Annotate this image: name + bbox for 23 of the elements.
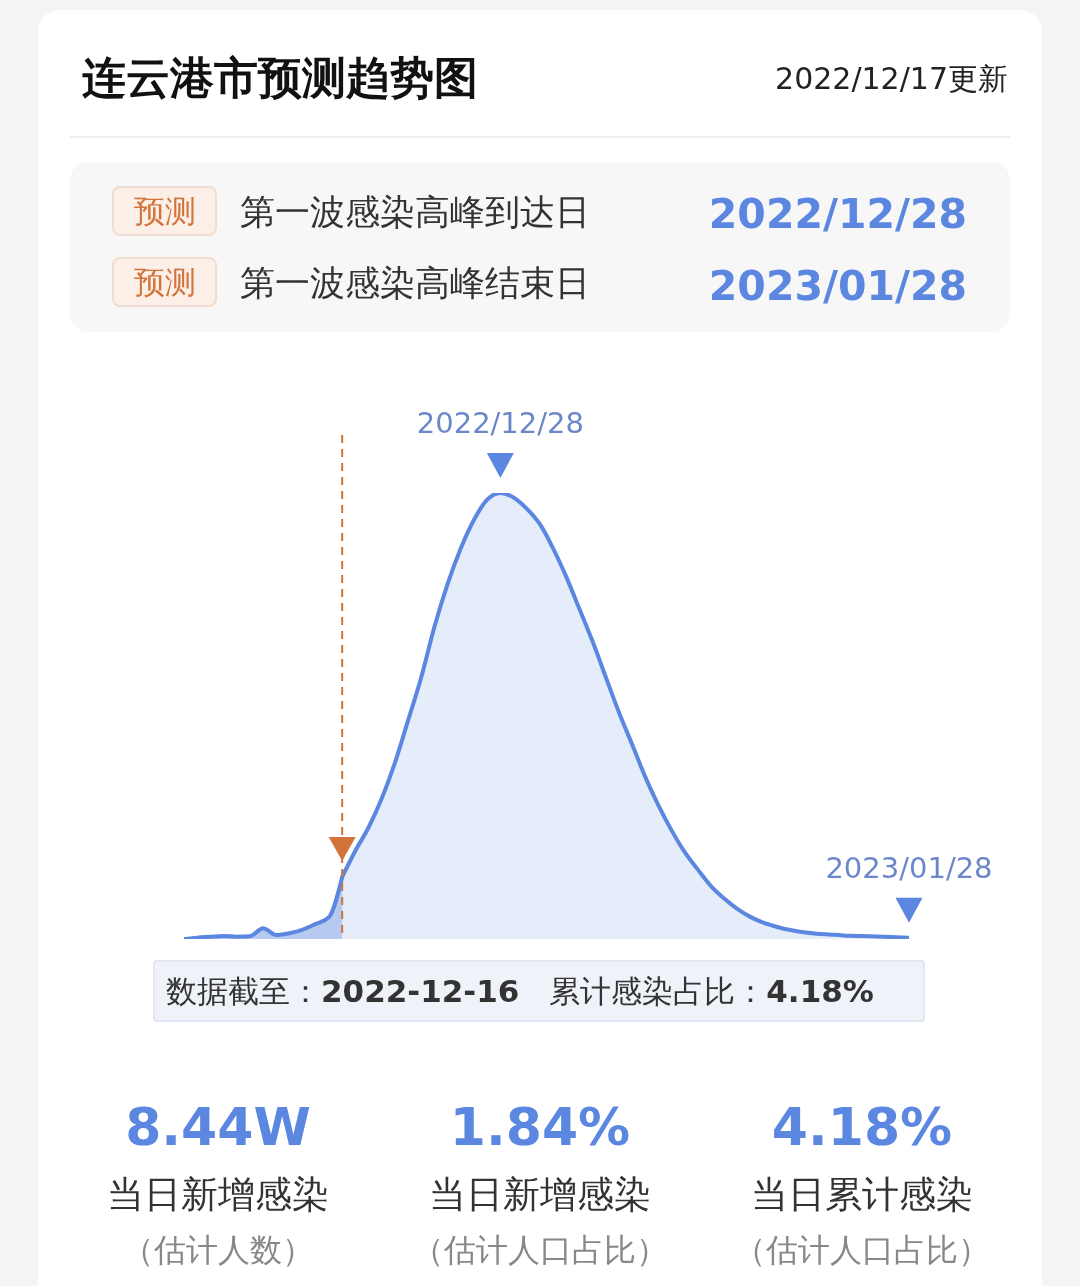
text: 当日新增感染 [429, 1172, 651, 1218]
text: 数据截至： [166, 973, 321, 1009]
text: 当日新增感染 [107, 1172, 329, 1218]
text: 预测 [112, 257, 217, 307]
text: 1.84% [449, 1096, 631, 1158]
chart-title: 连云港市预测趋势图 [82, 51, 478, 105]
text: 2023/01/28 [708, 261, 967, 311]
text: 2022/12/28 [708, 189, 967, 239]
text: （估计人口占比） [412, 1230, 668, 1271]
text: 4.18% [766, 973, 874, 1009]
annotation: 2022/12/28 [416, 406, 584, 440]
text: 第一波感染高峰到达日 [240, 191, 590, 234]
text: （估计人数） [122, 1230, 314, 1271]
text: 第一波感染高峰结束日 [240, 262, 590, 305]
text: （估计人口占比） [734, 1230, 990, 1271]
text: 8.44W [125, 1096, 311, 1158]
text: 预测 [112, 186, 217, 236]
text: 当日累计感染 [751, 1172, 973, 1218]
chart-subtitle: 2022/12/17更新 [775, 60, 1008, 98]
annotation: 2023/01/28 [825, 850, 993, 885]
text: 2022-12-16 [321, 973, 520, 1009]
text: 4.18% [771, 1096, 953, 1158]
text: 累计感染占比： [549, 973, 767, 1009]
